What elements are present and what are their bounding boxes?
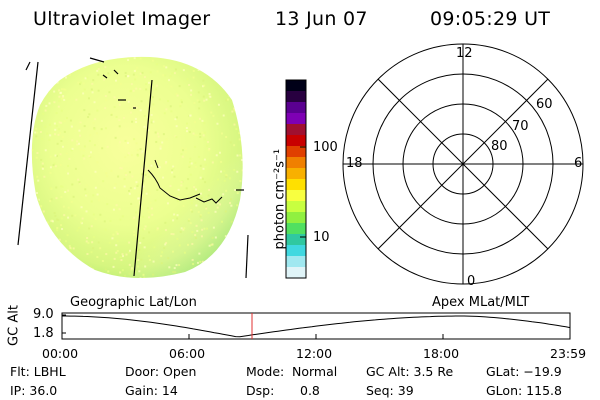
- colorbar-segment: [286, 267, 306, 279]
- colorbar-segment: [286, 201, 306, 213]
- colorbar-segment: [286, 146, 306, 158]
- time-tick-0600: 06:00: [169, 346, 206, 361]
- altitude-tick-low: 1.8: [33, 326, 54, 341]
- colorbar-segment: [286, 124, 306, 136]
- colorbar-tick-10: 10: [313, 230, 330, 245]
- lat-label-80: 80: [491, 139, 508, 154]
- altitude-axis-label: GC Alt: [6, 305, 22, 346]
- mode-label: Mode:: [246, 364, 285, 379]
- lat-label-70: 70: [512, 119, 529, 134]
- instrument-title: Ultraviolet Imager: [33, 8, 211, 30]
- mlt-label-0: 0: [467, 274, 476, 289]
- time-tick-0000: 00:00: [42, 346, 79, 361]
- geographic-longitude: GLon: 115.8: [486, 383, 562, 398]
- gc-altitude-info: GC Alt: 3.5 Re: [366, 364, 454, 379]
- time-tick-1200: 12:00: [296, 346, 333, 361]
- observation-date: 13 Jun 07: [275, 8, 368, 30]
- geographic-latitude: GLat: −19.9: [486, 364, 562, 379]
- polar-grid: [342, 43, 584, 285]
- colorbar: [285, 79, 307, 279]
- colorbar-segment: [286, 168, 306, 180]
- altitude-curve: [62, 315, 571, 338]
- uv-image-disk: [31, 56, 243, 279]
- mlt-label-18: 18: [346, 156, 363, 171]
- colorbar-segment: [286, 135, 306, 147]
- apex-label: Apex MLat/MLT: [432, 295, 530, 310]
- door-info: Door: Open: [125, 364, 197, 379]
- coastline-outline: [147, 159, 223, 204]
- altitude-plot: [61, 312, 571, 340]
- colorbar-segment: [286, 80, 306, 92]
- dsp-value: 0.8: [300, 383, 320, 398]
- altitude-tick-high: 9.0: [33, 307, 54, 322]
- sequence-info: Seq: 39: [366, 383, 414, 398]
- geographic-label: Geographic Lat/Lon: [70, 295, 197, 310]
- mode-value: Normal: [292, 364, 338, 379]
- colorbar-segment: [286, 157, 306, 169]
- colorbar-segment: [286, 234, 306, 246]
- geographic-grid-lines: [17, 57, 249, 279]
- ip-info: IP: 36.0: [10, 383, 58, 398]
- colorbar-segment: [286, 190, 306, 202]
- time-tick-1800: 18:00: [423, 346, 460, 361]
- colorbar-segment: [286, 113, 306, 125]
- mlt-label-12: 12: [456, 46, 473, 61]
- observation-time: 09:05:29 UT: [430, 8, 551, 30]
- colorbar-tick-100: 100: [313, 140, 338, 155]
- colorbar-label: photon cm⁻²s⁻¹: [272, 148, 288, 250]
- colorbar-segment: [286, 223, 306, 235]
- colorbar-segment: [286, 212, 306, 224]
- lat-label-60: 60: [536, 97, 553, 112]
- gain-info: Gain: 14: [125, 383, 178, 398]
- filter-info: Flt: LBHL: [10, 364, 66, 379]
- colorbar-segment: [286, 245, 306, 257]
- colorbar-segment: [286, 102, 306, 114]
- colorbar-segment: [286, 91, 306, 103]
- mlt-label-6: 6: [574, 156, 583, 171]
- colorbar-segment: [286, 256, 306, 268]
- time-tick-2359: 23:59: [550, 346, 587, 361]
- colorbar-segment: [286, 179, 306, 191]
- dsp-label: Dsp:: [246, 383, 275, 398]
